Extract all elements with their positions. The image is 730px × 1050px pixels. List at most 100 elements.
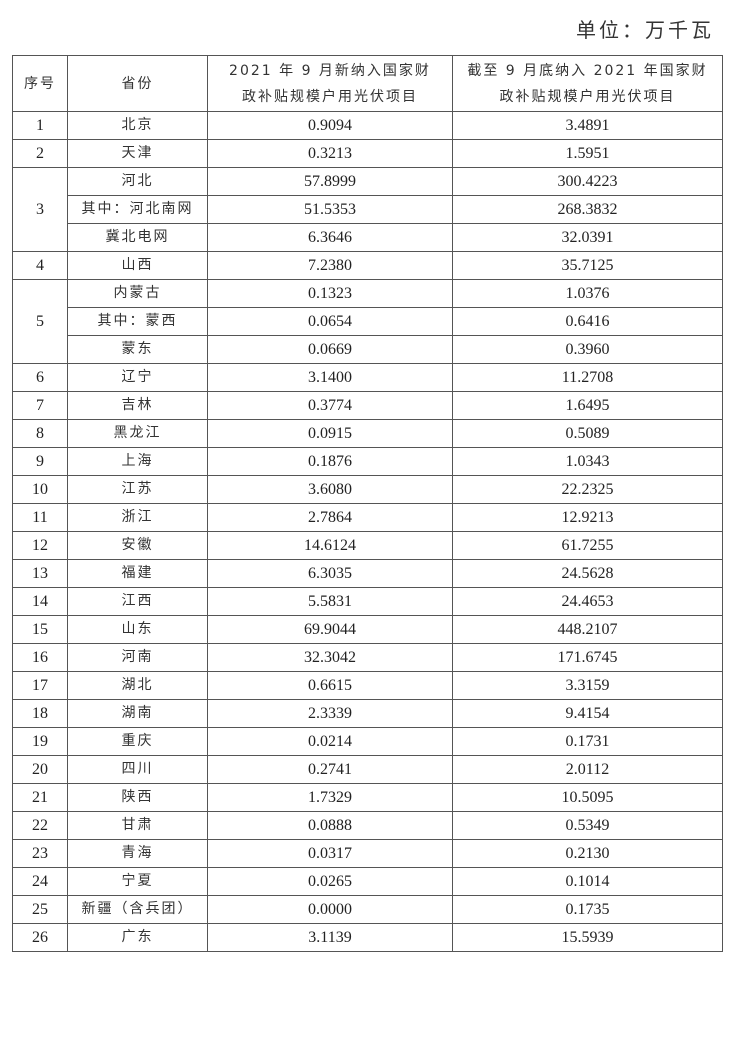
cell-cumulative: 0.1735: [452, 895, 723, 924]
cell-cumulative: 24.5628: [452, 559, 723, 588]
cell-province: 重庆: [67, 727, 208, 756]
cell-new-september: 14.6124: [207, 531, 453, 560]
header-cumulative: 截至 9 月底纳入 2021 年国家财政补贴规模户用光伏项目: [452, 55, 723, 112]
cell-new-september: 6.3035: [207, 559, 453, 588]
cell-seq: 4: [12, 251, 68, 280]
cell-new-september: 3.1400: [207, 363, 453, 392]
cell-cumulative: 12.9213: [452, 503, 723, 532]
table-row: 3 河北 57.8999 300.4223: [12, 167, 723, 252]
cell-seq: 11: [12, 503, 68, 532]
cell-province: 河北: [67, 167, 208, 196]
cell-new-september: 1.7329: [207, 783, 453, 812]
cell-cumulative: 171.6745: [452, 643, 723, 672]
cell-seq: 21: [12, 783, 68, 812]
cell-seq: 7: [12, 391, 68, 420]
cell-cumulative: 1.6495: [452, 391, 723, 420]
cell-cumulative: 0.1014: [452, 867, 723, 896]
cell-new-september: 57.8999: [207, 167, 453, 196]
cell-cumulative: 3.4891: [452, 111, 723, 140]
cell-seq: 16: [12, 643, 68, 672]
cell-cumulative: 0.3960: [452, 335, 723, 364]
cell-seq: 9: [12, 447, 68, 476]
cell-cumulative: 11.2708: [452, 363, 723, 392]
cell-seq: 23: [12, 839, 68, 868]
cell-seq: 20: [12, 755, 68, 784]
cell-new-september: 69.9044: [207, 615, 453, 644]
cell-seq: 26: [12, 923, 68, 952]
data-table: 序号 省份 2021 年 9 月新纳入国家财政补贴规模户用光伏项目 截至 9 月…: [12, 55, 723, 952]
table-row: 11 浙江 2.7864 12.9213: [12, 503, 723, 532]
cell-cumulative: 1.5951: [452, 139, 723, 168]
cell-province: 四川: [67, 755, 208, 784]
cell-province: 广东: [67, 923, 208, 952]
table-row: 15 山东 69.9044 448.2107: [12, 615, 723, 644]
cell-seq: 14: [12, 587, 68, 616]
cell-province: 浙江: [67, 503, 208, 532]
table-row: 冀北电网 6.3646 32.0391: [13, 223, 723, 252]
cell-new-september: 0.0265: [207, 867, 453, 896]
cell-province: 天津: [67, 139, 208, 168]
header-province: 省份: [67, 55, 208, 112]
cell-new-september: 0.1876: [207, 447, 453, 476]
header-new-september: 2021 年 9 月新纳入国家财政补贴规模户用光伏项目: [207, 55, 453, 112]
cell-new-september: 0.0654: [207, 307, 453, 336]
cell-province: 上海: [67, 447, 208, 476]
cell-seq: 12: [12, 531, 68, 560]
cell-seq: 10: [12, 475, 68, 504]
table-row: 22 甘肃 0.0888 0.5349: [12, 811, 723, 840]
table-row: 16 河南 32.3042 171.6745: [12, 643, 723, 672]
cell-new-september: 3.1139: [207, 923, 453, 952]
cell-new-september: 32.3042: [207, 643, 453, 672]
cell-province: 江苏: [67, 475, 208, 504]
cell-seq: 18: [12, 699, 68, 728]
cell-province: 甘肃: [67, 811, 208, 840]
cell-cumulative: 300.4223: [452, 167, 723, 196]
cell-province: 冀北电网: [67, 223, 208, 252]
cell-province: 青海: [67, 839, 208, 868]
cell-cumulative: 1.0343: [452, 447, 723, 476]
cell-province: 内蒙古: [67, 279, 208, 308]
cell-cumulative: 61.7255: [452, 531, 723, 560]
cell-cumulative: 35.7125: [452, 251, 723, 280]
cell-province: 湖北: [67, 671, 208, 700]
header-seq: 序号: [12, 55, 68, 112]
table-row: 其中：蒙西 0.0654 0.6416: [13, 307, 723, 336]
cell-cumulative: 3.3159: [452, 671, 723, 700]
cell-new-september: 0.9094: [207, 111, 453, 140]
table-row: 10 江苏 3.6080 22.2325: [12, 475, 723, 504]
cell-cumulative: 0.1731: [452, 727, 723, 756]
cell-cumulative: 0.6416: [452, 307, 723, 336]
cell-province: 蒙东: [67, 335, 208, 364]
cell-new-september: 5.5831: [207, 587, 453, 616]
table-row: 4 山西 7.2380 35.7125: [12, 251, 723, 280]
cell-seq: 17: [12, 671, 68, 700]
cell-new-september: 0.0214: [207, 727, 453, 756]
cell-new-september: 0.0669: [207, 335, 453, 364]
cell-cumulative: 10.5095: [452, 783, 723, 812]
cell-new-september: 0.0888: [207, 811, 453, 840]
cell-new-september: 0.0000: [207, 895, 453, 924]
table-row: 14 江西 5.5831 24.4653: [12, 587, 723, 616]
cell-cumulative: 15.5939: [452, 923, 723, 952]
cell-seq: 22: [12, 811, 68, 840]
table-row: 8 黑龙江 0.0915 0.5089: [12, 419, 723, 448]
cell-province: 黑龙江: [67, 419, 208, 448]
cell-province: 山东: [67, 615, 208, 644]
cell-cumulative: 32.0391: [452, 223, 723, 252]
cell-province: 福建: [67, 559, 208, 588]
table-row: 20 四川 0.2741 2.0112: [12, 755, 723, 784]
cell-seq: 6: [12, 363, 68, 392]
table-row: 5 内蒙古 0.1323 1.0376: [12, 279, 723, 364]
table-row: 蒙东 0.0669 0.3960: [13, 335, 723, 364]
cell-seq: 13: [12, 559, 68, 588]
table-row: 13 福建 6.3035 24.5628: [12, 559, 723, 588]
cell-province: 北京: [67, 111, 208, 140]
cell-cumulative: 22.2325: [452, 475, 723, 504]
cell-cumulative: 448.2107: [452, 615, 723, 644]
table-row: 其中：河北南网 51.5353 268.3832: [13, 195, 723, 224]
cell-new-september: 0.6615: [207, 671, 453, 700]
table-row: 23 青海 0.0317 0.2130: [12, 839, 723, 868]
cell-province: 新疆（含兵团）: [67, 895, 208, 924]
cell-seq: 24: [12, 867, 68, 896]
cell-new-september: 0.1323: [207, 279, 453, 308]
